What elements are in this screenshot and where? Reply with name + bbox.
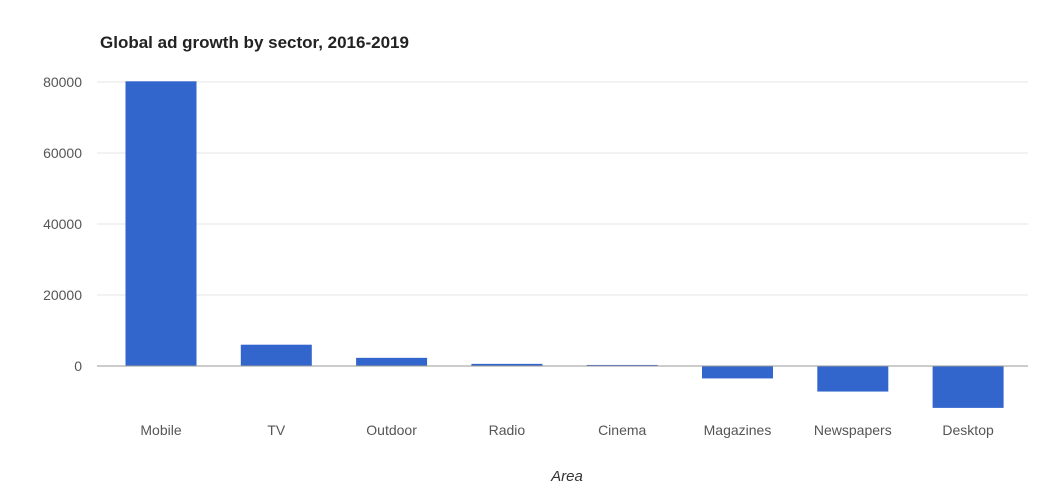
x-tick-label: Radio <box>489 422 526 438</box>
y-tick-label: 80000 <box>43 74 82 90</box>
y-tick-label: 60000 <box>43 145 82 161</box>
bar <box>356 357 428 366</box>
y-tick-label: 40000 <box>43 216 82 232</box>
bar <box>702 366 773 379</box>
bar <box>125 81 197 366</box>
x-tick-label: Desktop <box>942 422 994 438</box>
x-tick-label: Cinema <box>598 422 646 438</box>
x-tick-label: Outdoor <box>366 422 417 438</box>
bar <box>471 363 543 366</box>
x-axis-title: Area <box>550 468 583 485</box>
y-axis-ticks: 0 20000 40000 60000 80000 <box>43 74 82 374</box>
bar <box>932 366 1004 408</box>
x-tick-label: Mobile <box>140 422 181 438</box>
chart-title: Global ad growth by sector, 2016-2019 <box>100 33 409 52</box>
bars <box>125 81 1004 408</box>
bar <box>817 366 889 392</box>
x-tick-label: Newspapers <box>814 422 892 438</box>
x-axis-ticks: Mobile TV Outdoor Radio Cinema Magazines Newsp… <box>140 422 994 438</box>
x-tick-label: Magazines <box>704 422 772 438</box>
bar <box>240 344 312 366</box>
x-tick-label: TV <box>267 422 286 438</box>
y-tick-label: 0 <box>74 358 82 374</box>
y-tick-label: 20000 <box>43 287 82 303</box>
gridlines <box>97 81 1028 296</box>
